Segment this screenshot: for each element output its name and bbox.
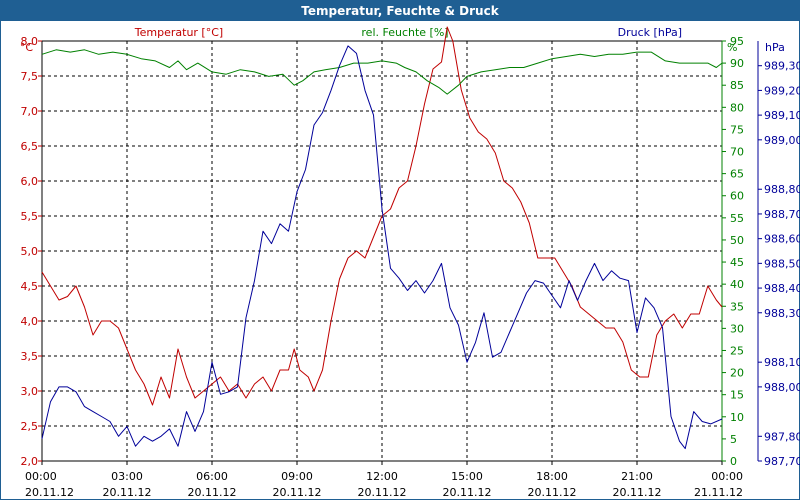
temperature-axis-label: Temperatur [°C] <box>134 26 223 39</box>
x-tick-date: 20.11.12 <box>358 486 407 499</box>
humidity-axis-label: rel. Feuchte [%] <box>361 26 448 39</box>
pressure-tick-label: 988,80 <box>764 183 800 196</box>
temperature-tick-label: 2,0 <box>21 455 39 468</box>
x-tick-time: 00:00 <box>25 470 57 483</box>
pressure-tick-label: 988,70 <box>764 208 800 221</box>
series-line-temperature <box>41 26 723 406</box>
humidity-tick-label: 75 <box>730 123 744 136</box>
humidity-tick-label: 65 <box>730 168 744 181</box>
temperature-tick-label: 3,5 <box>21 350 39 363</box>
temperature-tick-label: 8,0 <box>21 35 39 48</box>
pressure-tick-label: 988,60 <box>764 233 800 246</box>
x-tick-date: 20.11.12 <box>613 486 662 499</box>
temperature-tick-label: 7,0 <box>21 105 39 118</box>
x-tick-date: 20.11.12 <box>188 486 237 499</box>
humidity-tick-label: 35 <box>730 300 744 313</box>
temperature-tick-label: 7,5 <box>21 70 39 83</box>
pressure-tick-label: 988,40 <box>764 282 800 295</box>
temperature-tick-label: 6,0 <box>21 175 39 188</box>
humidity-tick-label: 20 <box>730 367 744 380</box>
series-line-humidity <box>41 49 723 95</box>
humidity-tick-label: 60 <box>730 190 744 203</box>
temperature-tick-label: 4,0 <box>21 315 39 328</box>
x-tick-time: 21:00 <box>621 470 653 483</box>
x-tick-date: 20.11.12 <box>528 486 577 499</box>
humidity-tick-label: 40 <box>730 278 744 291</box>
temperature-tick-label: 3,0 <box>21 385 39 398</box>
pressure-tick-label: 989,30 <box>764 60 800 73</box>
humidity-tick-label: 5 <box>730 433 737 446</box>
humidity-tick-label: 45 <box>730 256 744 269</box>
x-tick-time: 03:00 <box>111 470 143 483</box>
chart-title: Temperatur, Feuchte & Druck <box>1 1 799 21</box>
humidity-tick-label: 80 <box>730 101 744 114</box>
pressure-unit: hPa <box>765 41 785 54</box>
x-tick-time: 18:00 <box>536 470 568 483</box>
temperature-unit: °C <box>20 41 34 54</box>
humidity-unit: % <box>727 41 737 54</box>
humidity-tick-label: 70 <box>730 146 744 159</box>
pressure-tick-label: 988,10 <box>764 356 800 369</box>
pressure-axis-label: Druck [hPa] <box>618 26 682 39</box>
x-tick-date: 20.11.12 <box>443 486 492 499</box>
temperature-tick-label: 5,5 <box>21 210 39 223</box>
pressure-tick-label: 989,10 <box>764 109 800 122</box>
humidity-tick-label: 30 <box>730 322 744 335</box>
pressure-tick-label: 989,20 <box>764 84 800 97</box>
temperature-tick-label: 6,5 <box>21 140 39 153</box>
pressure-tick-label: 988,50 <box>764 257 800 270</box>
temperature-tick-label: 4,5 <box>21 280 39 293</box>
humidity-tick-label: 15 <box>730 389 744 402</box>
x-tick-time: 00:00 <box>711 470 743 483</box>
x-tick-date: 20.11.12 <box>25 486 74 499</box>
x-tick-time: 06:00 <box>196 470 228 483</box>
humidity-tick-label: 95 <box>730 35 744 48</box>
x-tick-time: 15:00 <box>451 470 483 483</box>
pressure-tick-label: 987,70 <box>764 455 800 468</box>
x-tick-date: 21.11.12 <box>694 486 743 499</box>
pressure-tick-label: 989,00 <box>764 134 800 147</box>
x-tick-time: 12:00 <box>366 470 398 483</box>
pressure-tick-label: 987,80 <box>764 430 800 443</box>
temperature-tick-label: 2,5 <box>21 420 39 433</box>
x-tick-date: 20.11.12 <box>273 486 322 499</box>
humidity-tick-label: 25 <box>730 344 744 357</box>
pressure-tick-label: 988,00 <box>764 381 800 394</box>
pressure-tick-label: 988,30 <box>764 307 800 320</box>
temperature-tick-label: 5,0 <box>21 245 39 258</box>
series-line-pressure <box>41 45 723 450</box>
x-tick-date: 20.11.12 <box>103 486 152 499</box>
humidity-tick-label: 0 <box>730 455 737 468</box>
humidity-tick-label: 10 <box>730 411 744 424</box>
humidity-tick-label: 85 <box>730 79 744 92</box>
humidity-tick-label: 50 <box>730 234 744 247</box>
humidity-tick-label: 55 <box>730 212 744 225</box>
humidity-tick-label: 90 <box>730 57 744 70</box>
x-tick-time: 09:00 <box>281 470 313 483</box>
